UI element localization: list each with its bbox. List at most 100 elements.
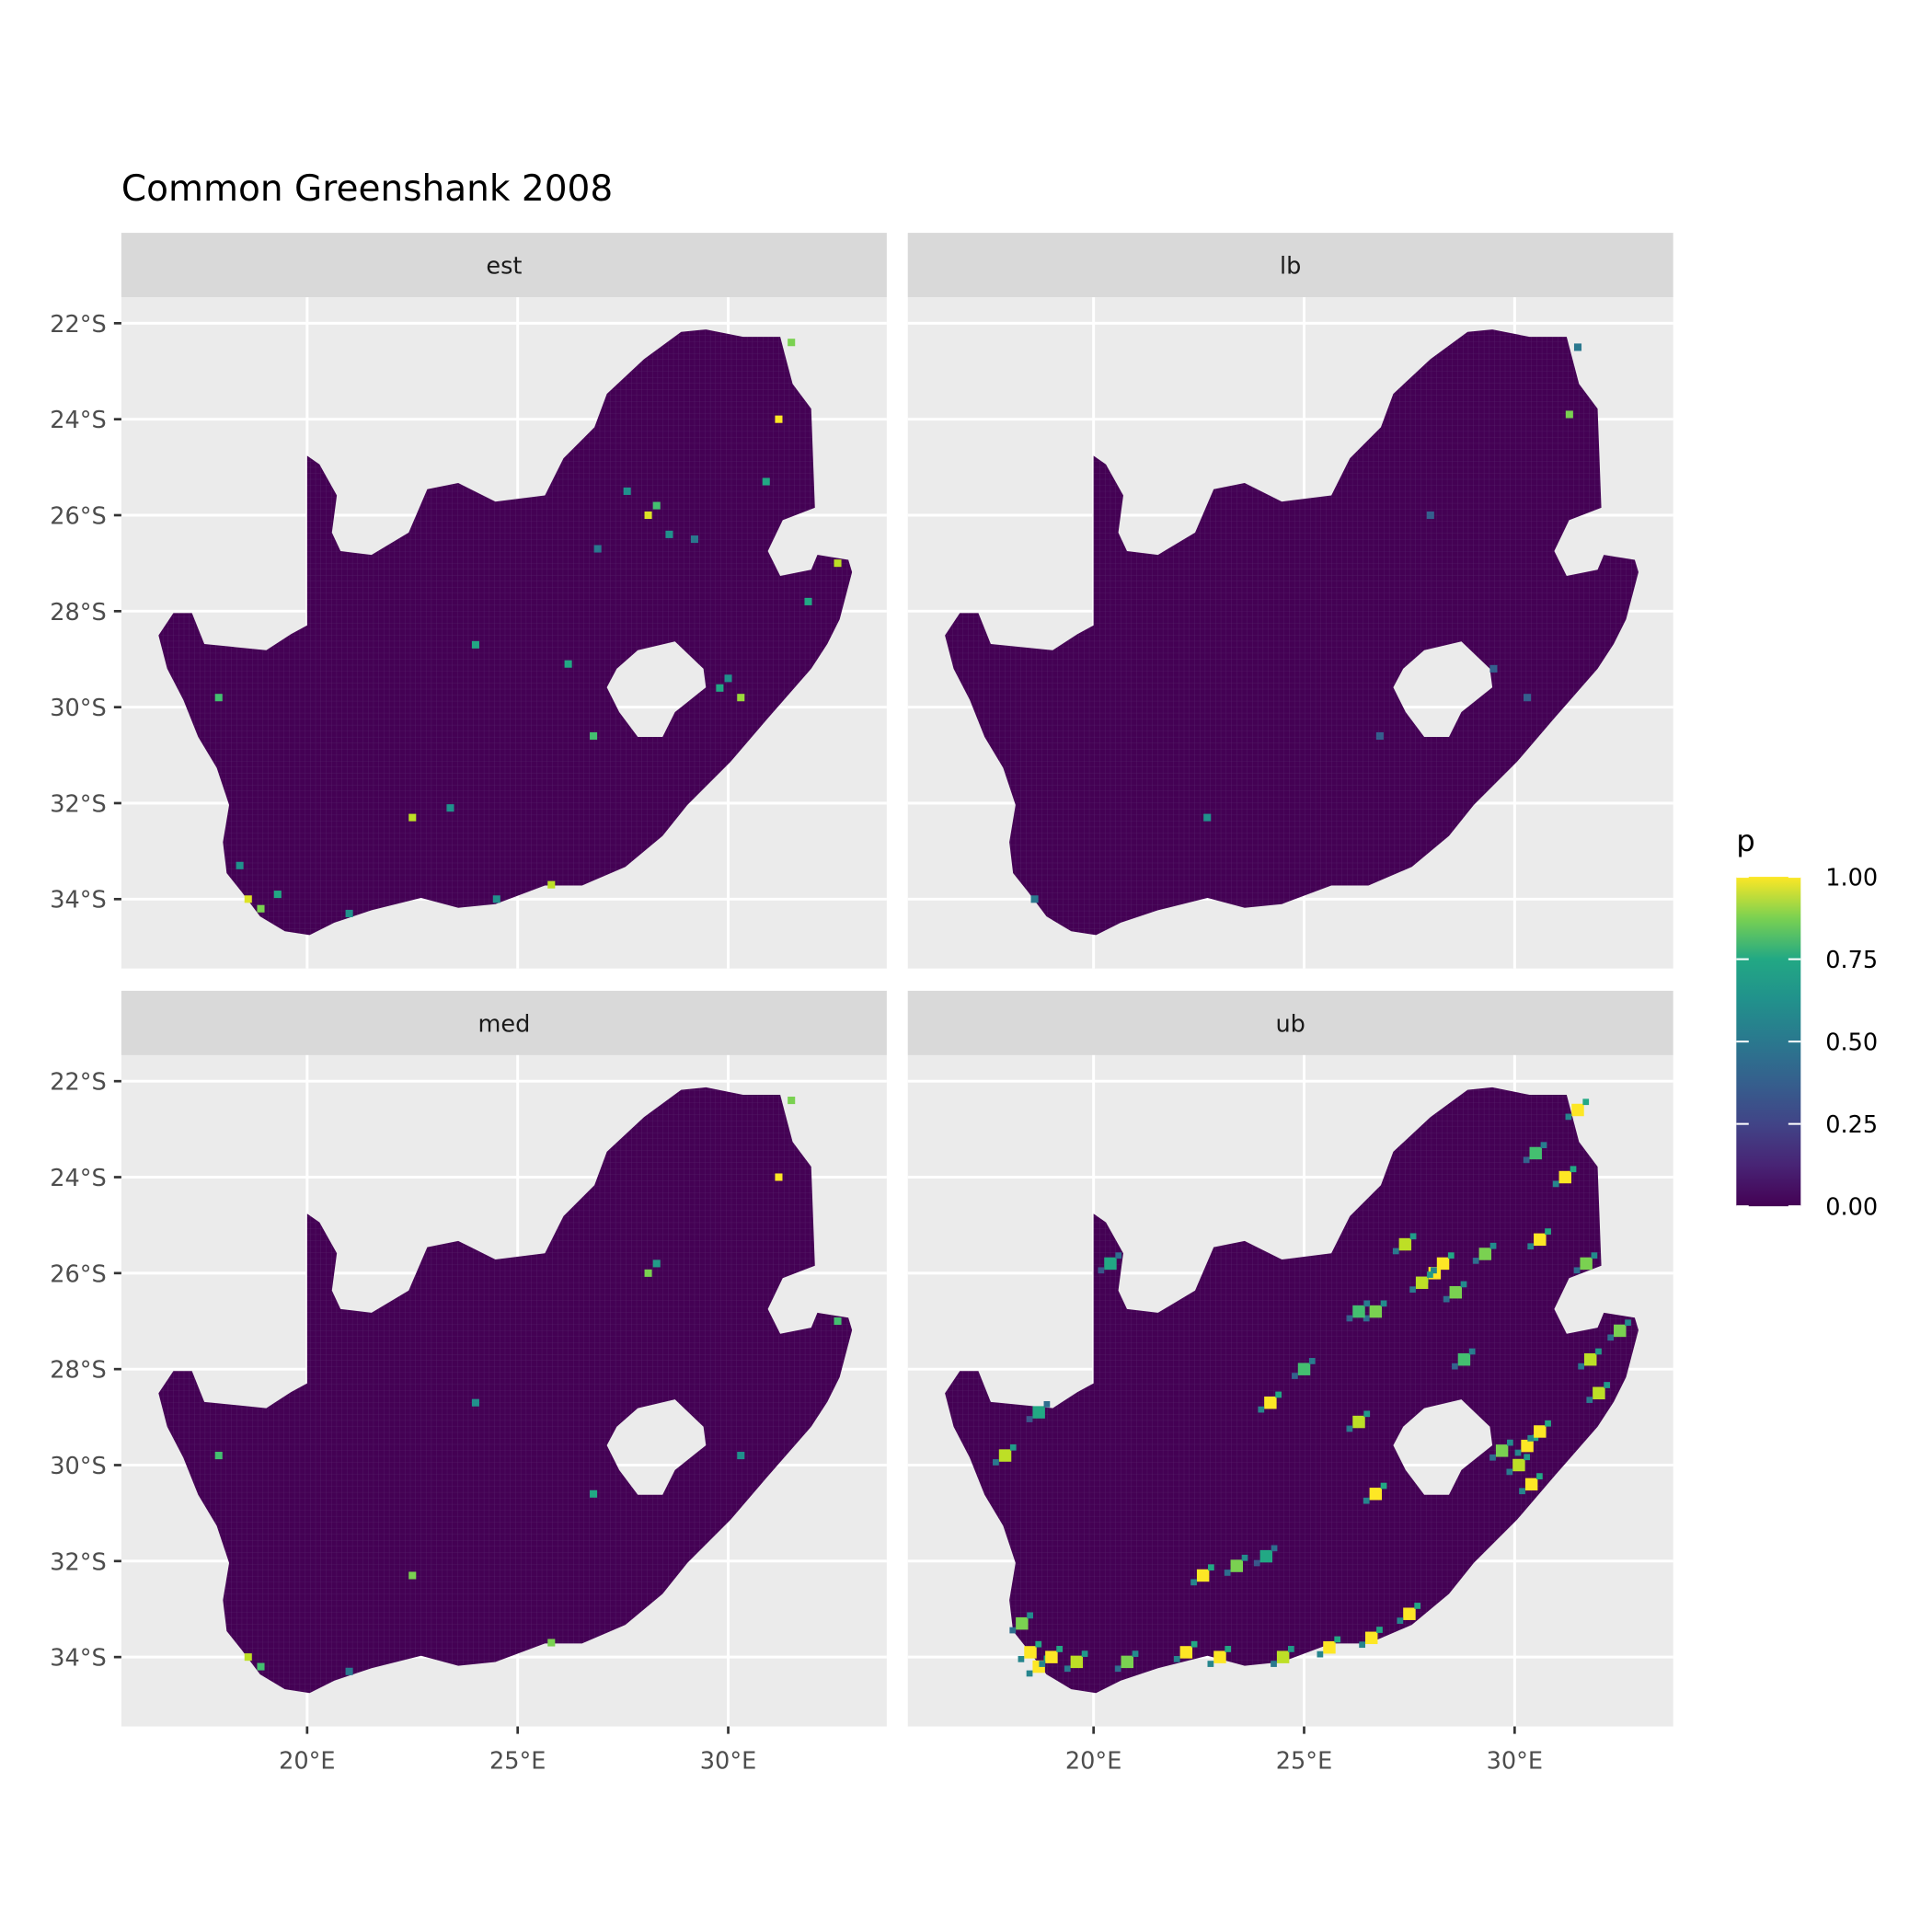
raster-cell [1570,1166,1577,1173]
raster-cell [1276,1650,1290,1663]
raster-cell [1512,1458,1525,1472]
y-tick-label: 30°S [50,1453,107,1480]
raster-cell [1593,1386,1605,1399]
raster-cell [492,895,500,903]
raster-cell [1443,1295,1450,1303]
raster-cell [1173,1655,1180,1662]
legend: p 1.00 0.75 0.50 0.25 0.00 [1736,823,1878,1222]
y-tick-label: 34°S [50,1645,107,1673]
facet-strip [907,990,1673,1055]
raster-cell [1308,1358,1316,1364]
legend-label: 0.50 [1825,1029,1878,1057]
raster-cell [1534,1233,1547,1247]
raster-cell [1070,1655,1084,1669]
raster-cell [1578,1363,1584,1370]
raster-cell [1365,1631,1378,1645]
y-tick-label: 32°S [50,790,107,818]
raster-cell [1614,1324,1627,1338]
raster-cell [1573,343,1582,351]
facet-panel-med: med 22°S 24°S 26°S 28°S 30°S 32°S 34°S 20°E 25°E 3… [50,990,887,1775]
raster-cell [1259,1549,1273,1563]
raster-cell [1043,1401,1051,1408]
raster-cell [1607,1334,1615,1341]
x-tick-label: 30°E [1487,1747,1543,1775]
country-raster [945,1087,1639,1694]
raster-cell [1489,1242,1497,1249]
raster-cell [1334,1636,1341,1643]
raster-cell [1114,1665,1121,1673]
facet-strip [907,233,1673,298]
x-tick-label: 25°E [1276,1747,1332,1775]
raster-cell [408,813,417,822]
raster-cell [1532,1434,1539,1442]
raster-cell [244,895,252,903]
raster-cell [1580,1257,1593,1271]
x-tick-label: 20°E [1065,1747,1121,1775]
raster-cell [1519,1488,1525,1495]
raster-cell [1352,1305,1365,1318]
raster-cell [1035,1640,1042,1648]
country-raster [945,329,1639,936]
raster-cell [1427,1271,1433,1278]
raster-cell [1132,1650,1139,1657]
raster-cell [1449,1285,1462,1299]
raster-cell [1415,1276,1429,1290]
raster-cell [652,501,661,510]
y-tick-label: 28°S [50,1357,107,1385]
raster-cell [1363,1300,1371,1307]
raster-cell [214,1452,223,1460]
y-tick-label: 26°S [50,1260,107,1288]
raster-cell [775,415,783,423]
country-raster [158,329,853,936]
raster-cell [1207,1661,1214,1667]
raster-cell [623,487,631,495]
country-raster [158,1087,853,1694]
raster-cell [1529,1146,1542,1160]
raster-cell [1121,1655,1133,1669]
x-tick-label: 30°E [700,1747,756,1775]
raster-cell [257,904,265,913]
raster-cell [1026,1416,1033,1422]
raster-cell [762,477,770,486]
raster-cell [690,535,698,544]
y-tick-label: 28°S [50,599,107,627]
raster-cell [1039,1661,1046,1667]
y-tick-label: 22°S [50,311,107,339]
raster-cell [1363,1315,1370,1322]
raster-cell [1392,1248,1399,1255]
y-tick-label: 30°S [50,695,107,722]
raster-cell [1081,1650,1088,1657]
raster-cell [236,861,244,869]
raster-cell [1489,1454,1496,1461]
raster-cell [1380,1482,1387,1489]
raster-cell [1224,1570,1231,1576]
raster-cell [1030,895,1039,903]
raster-cell [1179,1646,1193,1659]
raster-cell [408,1571,417,1580]
raster-cell [1565,1113,1572,1121]
raster-cell [1431,1267,1437,1274]
raster-cell [1323,1640,1336,1654]
facet-strip [121,233,887,298]
y-tick-label: 34°S [50,887,107,914]
raster-cell [1495,1444,1509,1457]
raster-cell [1369,1305,1383,1318]
raster-cell [1369,1488,1383,1501]
raster-cell [993,1459,999,1466]
raster-cell [590,731,598,740]
raster-cell [737,1452,745,1460]
raster-cell [1064,1665,1071,1673]
raster-cell [1346,1425,1353,1432]
x-tick-label: 25°E [489,1747,546,1775]
x-tick-label: 20°E [279,1747,335,1775]
raster-cell [998,1449,1012,1462]
raster-cell [1398,1237,1412,1251]
raster-cell [345,909,353,917]
raster-cell [716,684,724,692]
facet-strip [121,990,887,1055]
raster-cell [1625,1319,1631,1327]
raster-cell [1527,1243,1535,1250]
raster-cell [1375,731,1384,740]
raster-cell [724,674,732,683]
raster-cell [1403,1607,1416,1620]
